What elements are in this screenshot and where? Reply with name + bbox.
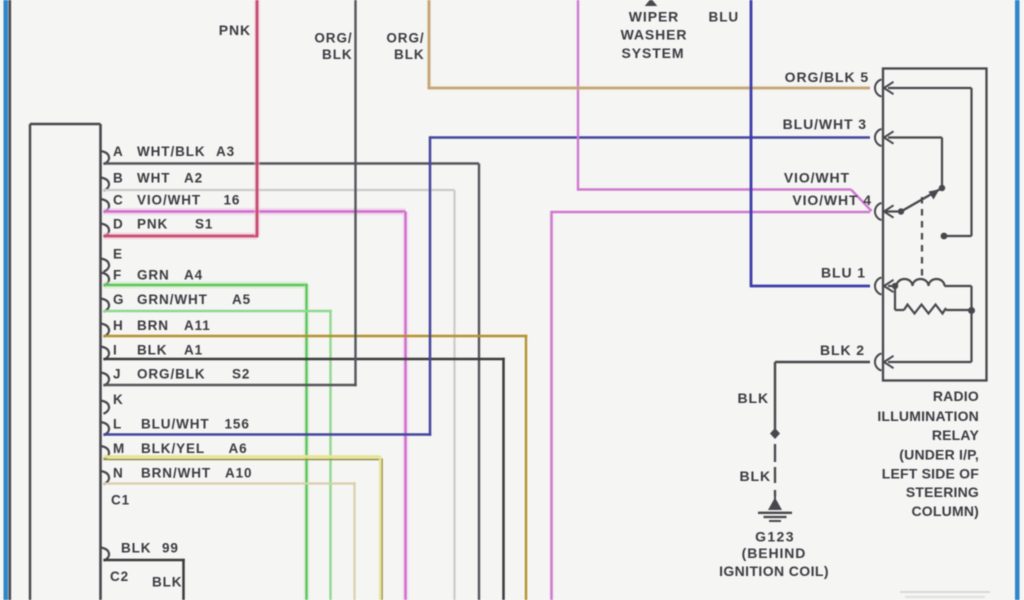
svg-text:BRN/WHT: BRN/WHT: [141, 466, 211, 481]
svg-text:C2: C2: [110, 569, 129, 584]
svg-text:BLU/WHT: BLU/WHT: [141, 417, 210, 432]
svg-text:IGNITION COIL): IGNITION COIL): [719, 563, 829, 579]
svg-text:(BEHIND: (BEHIND: [742, 545, 807, 561]
svg-text:H: H: [113, 318, 124, 333]
svg-text:A2: A2: [184, 171, 203, 186]
svg-text:SYSTEM: SYSTEM: [622, 45, 685, 61]
svg-text:ORG/: ORG/: [314, 31, 352, 46]
svg-text:N: N: [113, 466, 124, 481]
svg-text:A4: A4: [184, 268, 203, 283]
svg-text:99: 99: [162, 541, 179, 556]
svg-text:VIO/WHT 4: VIO/WHT 4: [792, 192, 872, 208]
svg-text:WASHER: WASHER: [621, 27, 688, 43]
svg-text:16: 16: [224, 193, 241, 208]
svg-text:G: G: [113, 292, 124, 307]
svg-text:G123: G123: [755, 529, 795, 545]
svg-text:WIPER: WIPER: [629, 9, 679, 25]
svg-text:I: I: [113, 343, 118, 358]
svg-text:BLK: BLK: [322, 47, 352, 62]
svg-text:BLK: BLK: [137, 343, 167, 358]
svg-text:A: A: [113, 144, 124, 159]
svg-text:PNK: PNK: [219, 22, 251, 38]
svg-text:BLK: BLK: [121, 541, 151, 556]
svg-text:BLK: BLK: [394, 47, 424, 62]
svg-text:A11: A11: [184, 318, 211, 333]
svg-text:LEFT SIDE OF: LEFT SIDE OF: [882, 466, 980, 482]
svg-text:A3: A3: [216, 144, 235, 159]
svg-text:A1: A1: [184, 343, 203, 358]
svg-text:BLU 1: BLU 1: [821, 265, 866, 281]
svg-text:BLK: BLK: [740, 468, 771, 484]
svg-text:C: C: [113, 193, 124, 208]
svg-text:M: M: [113, 441, 125, 456]
svg-text:BLK 2: BLK 2: [820, 342, 865, 358]
svg-text:A6: A6: [229, 441, 248, 456]
svg-text:VIO/WHT: VIO/WHT: [784, 170, 850, 186]
svg-text:L: L: [113, 417, 122, 432]
svg-text:PNK: PNK: [137, 217, 168, 232]
svg-text:GRN/WHT: GRN/WHT: [137, 292, 208, 307]
svg-text:BLK/YEL: BLK/YEL: [141, 441, 205, 456]
svg-text:ORG/BLK: ORG/BLK: [137, 367, 206, 382]
svg-text:C1: C1: [111, 493, 130, 508]
svg-text:ORG/BLK 5: ORG/BLK 5: [785, 69, 869, 85]
svg-text:A5: A5: [232, 292, 251, 307]
svg-text:F: F: [113, 268, 122, 283]
svg-text:STEERING: STEERING: [906, 484, 979, 500]
svg-text:J: J: [113, 367, 121, 382]
svg-text:S1: S1: [195, 217, 213, 232]
svg-text:RELAY: RELAY: [932, 427, 980, 443]
svg-text:RADIO: RADIO: [933, 388, 979, 404]
svg-text:WHT/BLK: WHT/BLK: [137, 144, 206, 159]
svg-text:S2: S2: [232, 367, 250, 382]
svg-text:BLK: BLK: [738, 390, 769, 406]
svg-text:BLU/WHT 3: BLU/WHT 3: [783, 116, 867, 132]
svg-text:WHT: WHT: [137, 171, 170, 186]
svg-text:(UNDER I/P,: (UNDER I/P,: [899, 447, 979, 463]
svg-text:BRN: BRN: [137, 318, 169, 333]
svg-text:BLK: BLK: [152, 575, 182, 590]
svg-text:ORG/: ORG/: [386, 31, 424, 46]
svg-text:156: 156: [225, 417, 250, 432]
svg-text:D: D: [113, 217, 124, 232]
svg-text:ILLUMINATION: ILLUMINATION: [877, 408, 979, 424]
svg-text:COLUMN): COLUMN): [912, 503, 980, 519]
svg-text:K: K: [113, 392, 124, 407]
svg-text:VIO/WHT: VIO/WHT: [137, 193, 201, 208]
svg-text:B: B: [113, 171, 124, 186]
svg-text:A10: A10: [225, 466, 252, 481]
svg-text:GRN: GRN: [137, 268, 170, 283]
svg-text:E: E: [113, 247, 123, 262]
svg-text:BLU: BLU: [709, 10, 739, 25]
